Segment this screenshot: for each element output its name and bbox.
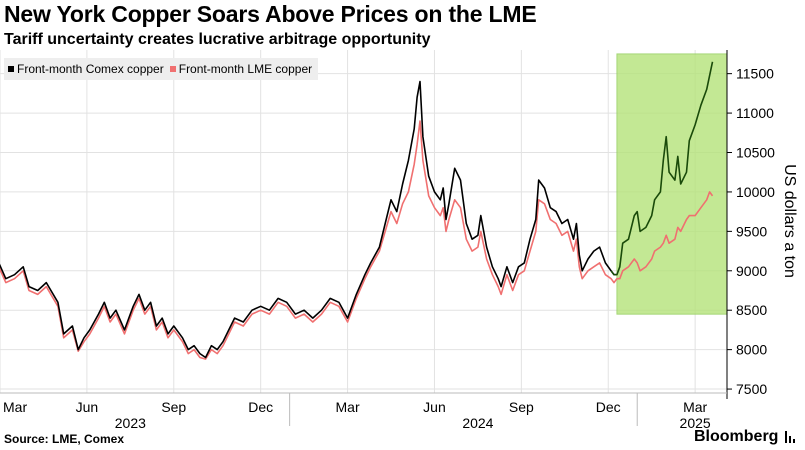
- legend-swatch-comex: [8, 66, 14, 72]
- brand: Bloomberg: [694, 428, 798, 446]
- series-line-comex-highlight: [610, 61, 714, 276]
- legend-swatch-lme: [169, 66, 176, 72]
- x-tick-label: Dec: [248, 399, 273, 415]
- axes: 7500 8000 8500 9000 9500 10000 10500 11000 11500…: [0, 50, 775, 431]
- highlight-layer: [616, 53, 728, 315]
- legend-label-comex: Front-month Comex copper: [17, 62, 164, 76]
- series-line-lme: [0, 120, 714, 360]
- y-axis-title: US dollars a ton: [781, 164, 798, 278]
- x-year-label: 2025: [680, 415, 711, 431]
- y-tick-label: 7500: [736, 381, 767, 397]
- x-tick-label: Mar: [683, 399, 707, 415]
- legend: Front-month Comex copper Front-month LME…: [4, 58, 319, 80]
- x-tick-label: Dec: [596, 399, 621, 415]
- x-year-label: 2023: [115, 415, 146, 431]
- y-tick-label: 9000: [736, 263, 767, 279]
- x-tick-label: Jun: [76, 399, 99, 415]
- x-tick-label: Mar: [336, 399, 360, 415]
- brand-label: Bloomberg: [694, 428, 779, 445]
- y-tick-label: 10500: [736, 145, 775, 161]
- y-tick-label: 8000: [736, 342, 767, 358]
- legend-item-comex: Front-month Comex copper: [8, 62, 164, 76]
- x-tick-label: Sep: [161, 399, 186, 415]
- terminal-logo-icon: [784, 430, 798, 444]
- gridlines: [0, 50, 727, 393]
- chart-title: New York Copper Soars Above Prices on th…: [4, 1, 537, 27]
- series-line-comex: [0, 80, 617, 359]
- series-layer: [0, 61, 714, 360]
- chart-subtitle: Tariff uncertainty creates lucrative arb…: [4, 31, 431, 48]
- legend-item-lme: Front-month LME copper: [169, 62, 313, 76]
- y-tick-label: 11000: [736, 105, 774, 121]
- x-year-label: 2024: [462, 415, 493, 431]
- x-tick-label: Mar: [3, 399, 27, 415]
- y-tick-label: 11500: [736, 66, 774, 82]
- y-tick-label: 8500: [736, 302, 767, 318]
- source-note: Source: LME, Comex: [4, 432, 125, 446]
- y-tick-label: 9500: [736, 223, 767, 239]
- y-tick-label: 10000: [736, 184, 775, 200]
- legend-label-lme: Front-month LME copper: [178, 62, 313, 76]
- tariff-highlight-box: [616, 53, 728, 315]
- x-tick-label: Jun: [423, 399, 446, 415]
- x-tick-label: Sep: [509, 399, 534, 415]
